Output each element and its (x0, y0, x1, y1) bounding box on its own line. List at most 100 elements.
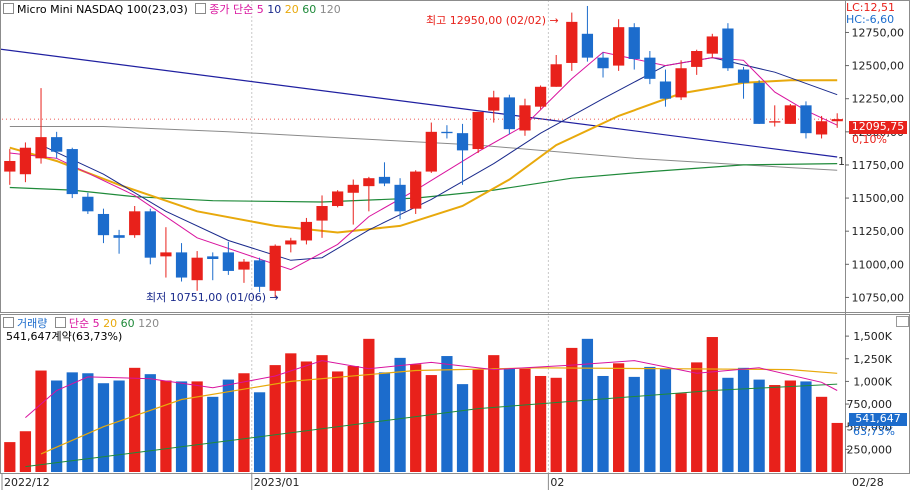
volume-bar (425, 375, 437, 472)
candle-body (488, 97, 500, 111)
candle-body (347, 184, 359, 193)
volume-bar (675, 393, 687, 472)
candle-body (831, 119, 843, 122)
volume-bar (456, 384, 469, 472)
price-ma-checkbox[interactable] (195, 3, 207, 14)
volume-bar (644, 366, 656, 472)
candle-body (566, 21, 578, 63)
candle-body (35, 137, 47, 159)
volume-bar (722, 377, 734, 472)
candle-body (97, 213, 110, 236)
candle-body (363, 178, 375, 187)
candle-body (300, 221, 313, 241)
volume-sub: 541,647계약(63,73%) (6, 330, 123, 343)
volume-bar (800, 381, 812, 472)
volume-bar (347, 366, 359, 472)
high-label: 최고 12950,00 (02/02) (426, 14, 547, 27)
volume-bar (613, 363, 625, 472)
candle-body (129, 211, 141, 236)
candle-body (66, 149, 78, 195)
candle-body (82, 196, 94, 212)
candle-body (628, 27, 640, 59)
ma20-line (9, 79, 838, 234)
candle-body (581, 33, 594, 58)
price-ma-20: 20 (284, 3, 299, 16)
candle-body (425, 131, 437, 172)
candle-body (51, 137, 63, 152)
volume-ma-20: 20 (103, 317, 118, 330)
volume-bar (784, 380, 796, 472)
volume-bar (66, 372, 78, 472)
candle-body (503, 97, 515, 130)
candle-body (597, 57, 609, 69)
candle-body (706, 36, 718, 54)
volume-bar (191, 381, 203, 472)
candle-body (722, 28, 734, 69)
candle-body (800, 105, 812, 134)
candle-body (410, 171, 422, 209)
volume-bar (129, 367, 141, 472)
last-change: 0,10% (852, 133, 887, 146)
volume-bar (488, 355, 500, 472)
trendline (0, 48, 838, 158)
volume-bar (519, 368, 531, 472)
price-ytick-label: 12750,00 (852, 26, 905, 39)
volume-bar (144, 374, 156, 472)
volume-bar (815, 396, 828, 472)
volume-ma-5: 5 (92, 317, 100, 330)
high-arrow-icon: → (549, 14, 559, 27)
price-title-checkbox[interactable] (3, 3, 14, 14)
x-tick-label: 2023/01 (254, 476, 300, 489)
volume-ma5-line (25, 360, 838, 418)
panel-resize-handle[interactable] (896, 316, 909, 327)
volume-ytick-label: 1,250K (853, 353, 892, 366)
last-volume-pct: 63,73% (853, 425, 895, 438)
volume-title-checkbox[interactable] (3, 317, 14, 328)
volume-ma-120: 120 (138, 317, 160, 330)
volume-legend: 거래량 단순 5 20 60 120 (3, 317, 159, 330)
volume-bar (222, 379, 234, 472)
volume-bar (160, 380, 172, 472)
volume-bar (581, 338, 594, 472)
volume-bar (691, 362, 703, 472)
price-ytick-label: 12250,00 (852, 93, 905, 106)
volume-bar (394, 357, 406, 472)
volume-ytick-label: 750,000 (847, 398, 893, 411)
volume-bar (300, 361, 313, 472)
candle-body (550, 64, 562, 87)
volume-bar (316, 355, 328, 472)
price-ytick-label: 11750,00 (852, 159, 905, 172)
price-ma-10: 10 (267, 3, 282, 16)
volume-bar (332, 371, 344, 472)
volume-bar (285, 353, 297, 472)
volume-bar (628, 376, 640, 472)
candle-body (675, 68, 687, 98)
volume-bar (269, 365, 281, 472)
price-ytick-label: 11500,00 (852, 192, 905, 205)
volume-bar (97, 383, 110, 472)
volume-moving-averages (25, 360, 838, 468)
price-ma-5: 5 (256, 3, 264, 16)
candle-body (815, 121, 828, 135)
volume-bar (441, 356, 453, 472)
volume-bar (51, 380, 63, 472)
volume-ma-checkbox[interactable] (54, 317, 66, 328)
candle-body (222, 252, 234, 271)
volume-bars (4, 337, 843, 472)
volume-ma-prefix: 단순 (68, 317, 90, 330)
volume-bar (566, 347, 578, 472)
last-price-badge: 12095,75 (849, 121, 907, 134)
candle-body (534, 86, 547, 107)
candle-body (332, 191, 344, 207)
volume-ma20-line (40, 367, 838, 455)
price-ytick-label: 11250,00 (852, 225, 905, 238)
volume-bar (82, 373, 94, 472)
volume-bar (737, 367, 750, 472)
volume-bar (253, 392, 266, 472)
volume-bar (659, 368, 672, 472)
volume-bar (769, 385, 781, 472)
price-title: Micro Mini NASDAQ 100(23,03) (17, 3, 188, 16)
volume-bar (363, 338, 375, 472)
